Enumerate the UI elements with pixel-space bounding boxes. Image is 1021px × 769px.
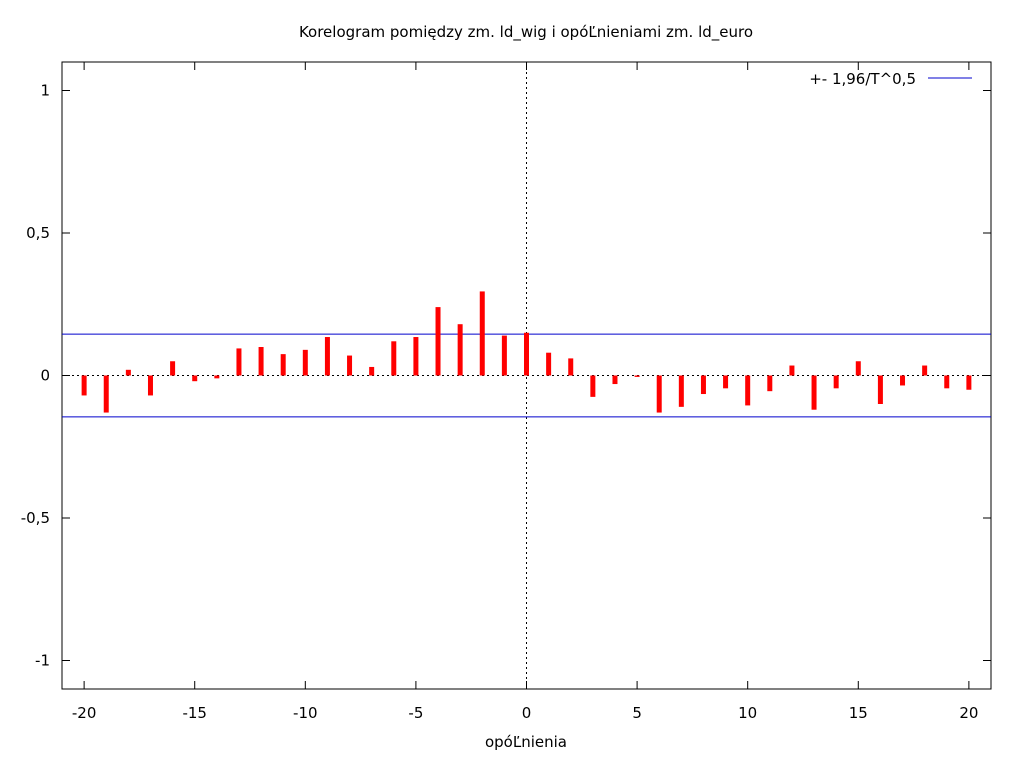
y-tick-label: 1: [40, 82, 50, 100]
bar-lag-19: [944, 375, 950, 389]
bar-lag--16: [170, 361, 176, 376]
bar-lag--9: [324, 337, 330, 376]
y-tick-label: -0,5: [21, 509, 50, 527]
x-tick-label: 15: [849, 704, 868, 722]
bar-lag-13: [811, 375, 817, 410]
bar-lag--2: [479, 291, 485, 376]
bar-lag--10: [302, 349, 308, 376]
bar-lag-7: [678, 375, 684, 407]
bar-lag-4: [612, 375, 618, 385]
legend: +- 1,96/T^0,5: [809, 70, 972, 88]
bar-lag-14: [833, 375, 839, 389]
x-tick-label: -15: [182, 704, 207, 722]
x-tick-label: 0: [522, 704, 532, 722]
x-tick-label: 20: [959, 704, 978, 722]
bar-lag--4: [435, 307, 441, 376]
bar-lag-2: [568, 358, 574, 376]
bar-lag-1: [546, 352, 552, 376]
x-axis-label: opóĽnienia: [485, 733, 567, 751]
bar-lag-10: [745, 375, 751, 406]
bar-lag--1: [501, 335, 507, 376]
x-tick-label: -5: [408, 704, 423, 722]
bar-lag--17: [147, 375, 153, 396]
bar-lag--20: [81, 375, 87, 396]
bar-lag-11: [767, 375, 773, 392]
bar-lag--12: [258, 347, 264, 376]
bar-lag--14: [214, 375, 220, 379]
bar-lag--8: [347, 355, 353, 376]
bar-lag-17: [900, 375, 906, 386]
x-tick-label: -20: [72, 704, 97, 722]
x-tick-label: -10: [293, 704, 318, 722]
bar-lag--15: [192, 375, 198, 382]
y-tick-label: 0,5: [26, 224, 50, 242]
bar-lag-18: [922, 365, 928, 376]
bar-lag--3: [457, 324, 463, 376]
y-tick-label: -1: [35, 652, 50, 670]
bar-lag--11: [280, 354, 286, 376]
bar-lag-0: [524, 332, 529, 376]
x-tick-label: 10: [738, 704, 757, 722]
bar-lag--7: [369, 366, 375, 376]
bar-lag-15: [855, 361, 861, 376]
bar-lag-3: [590, 375, 596, 397]
bar-lag--6: [391, 341, 397, 376]
bar-lag--13: [236, 348, 242, 376]
chart-title: Korelogram pomiędzy zm. ld_wig i opóĽnie…: [299, 23, 753, 42]
x-tick-label: 5: [632, 704, 642, 722]
bar-lag--18: [125, 369, 131, 376]
bar-lag-16: [877, 375, 883, 404]
bar-lag-9: [723, 375, 729, 389]
bar-lag-5: [634, 375, 640, 377]
bar-lag-6: [656, 375, 662, 413]
bar-lag-20: [966, 375, 972, 390]
y-tick-label: 0: [40, 367, 50, 385]
bar-lag--19: [103, 375, 109, 413]
bar-lag-8: [700, 375, 706, 395]
bar-lag-12: [789, 365, 795, 376]
legend-label: +- 1,96/T^0,5: [809, 70, 916, 88]
bar-lag--5: [413, 337, 419, 376]
plot-area: -1 -0,5 0 0,5 1 -20 -15 -10 -5 0 5 10 15 20: [21, 61, 992, 722]
